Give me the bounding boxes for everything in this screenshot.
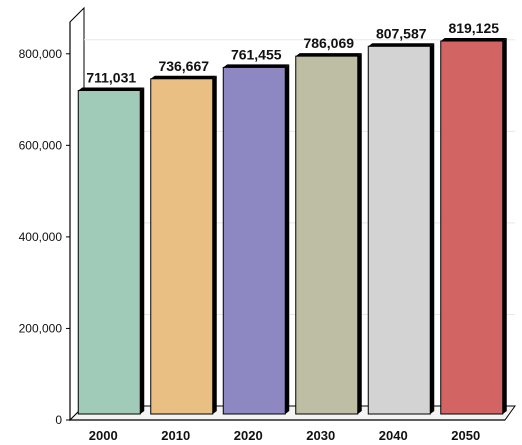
data-label: 761,455	[231, 46, 282, 62]
bar-face	[440, 40, 504, 415]
bar-side	[502, 38, 507, 415]
bar	[295, 53, 362, 415]
x-tick-label: 2030	[306, 428, 335, 443]
bar-top	[368, 43, 435, 47]
bar	[222, 64, 290, 415]
bar-side	[285, 64, 290, 414]
bar-face	[367, 45, 431, 415]
y-tick-label: 800,000	[19, 47, 63, 61]
x-tick-label: 2010	[161, 428, 190, 443]
bar-top	[440, 38, 507, 42]
bar-face	[222, 66, 286, 415]
data-label: 711,031	[86, 70, 136, 86]
bar	[77, 87, 145, 415]
data-label: 786,069	[303, 35, 354, 51]
bar-side	[430, 43, 435, 414]
bar-face	[150, 78, 214, 415]
bar-top	[223, 64, 290, 68]
y-tick-label: 0	[55, 413, 62, 427]
x-tick-label: 2050	[451, 428, 480, 443]
bar-face	[77, 90, 141, 415]
bars: 711,031 736,667 761,455 786,069 807,587 819,1…	[77, 20, 507, 415]
data-label: 736,667	[158, 58, 209, 74]
y-tick-label: 200,000	[19, 321, 63, 335]
bar-side	[212, 75, 217, 415]
x-axis: 2000 2010 2020 2030 2040 2050	[70, 419, 505, 443]
data-label: 819,125	[448, 20, 499, 36]
bar-side	[357, 53, 362, 414]
y-tick-label: 400,000	[19, 230, 63, 244]
bar-top	[295, 53, 362, 57]
data-label: 807,587	[376, 25, 427, 41]
x-tick-label: 2000	[89, 428, 118, 443]
bar-face	[295, 55, 359, 415]
bar	[150, 75, 217, 415]
bar-top	[78, 87, 145, 91]
x-tick-label: 2040	[379, 428, 408, 443]
x-tick-label: 2020	[234, 428, 263, 443]
bar	[440, 38, 507, 415]
bar-top	[150, 75, 217, 79]
y-tick-label: 600,000	[19, 138, 63, 152]
y-axis: 0 200,000 400,000 600,000 800,000	[19, 22, 71, 427]
bar	[367, 43, 435, 415]
bar-side	[140, 87, 145, 415]
